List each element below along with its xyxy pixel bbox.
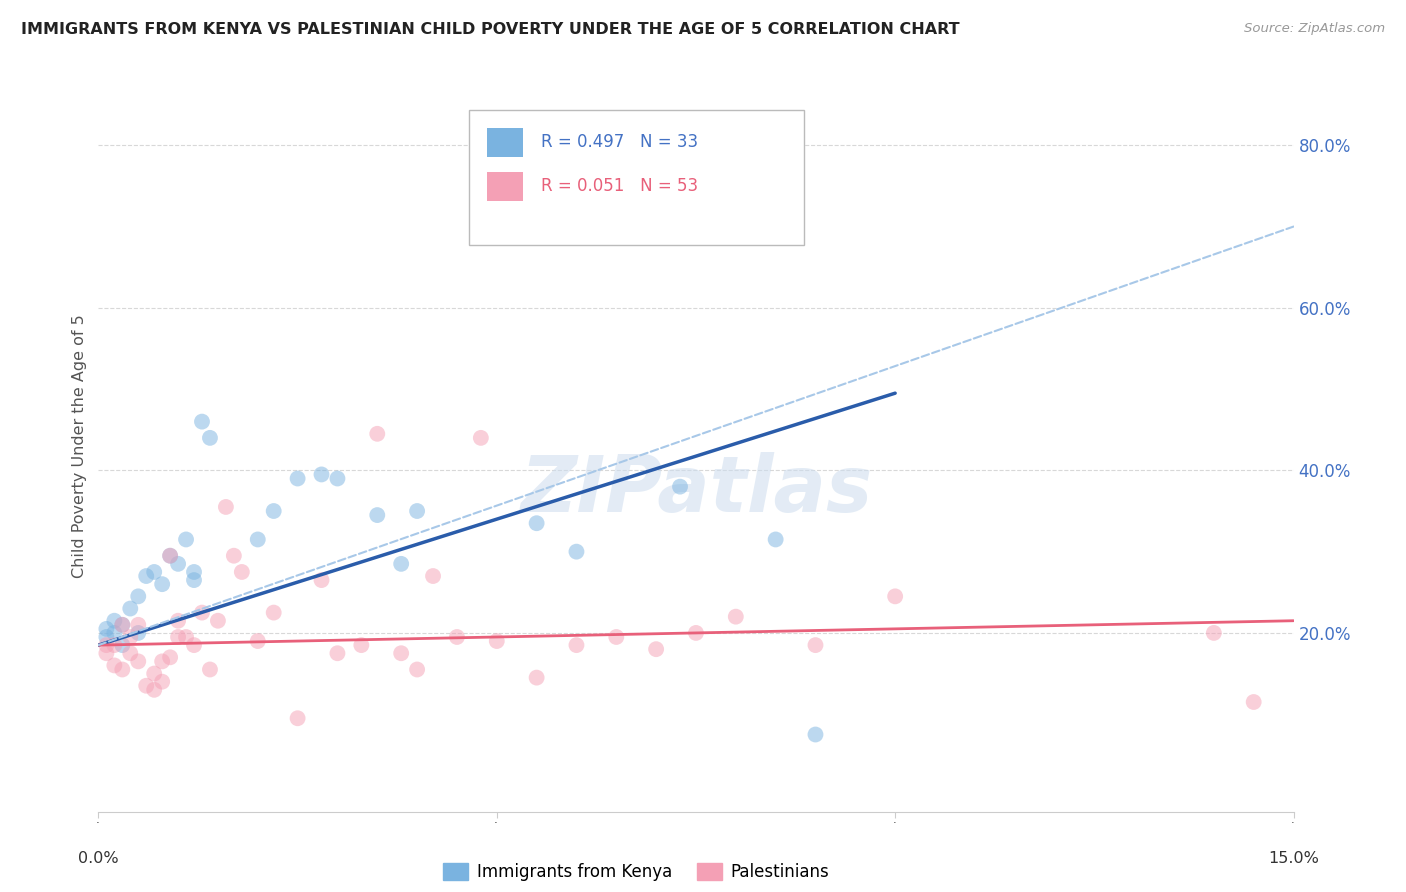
Point [111,617,134,632]
Point [174,630,197,644]
Point [804,638,827,652]
Point [669,480,692,494]
Point [326,471,349,485]
Point [311,467,333,482]
Point [120,646,142,660]
Point [135,569,157,583]
Point [96,630,118,644]
Point [143,682,166,697]
Point [159,549,181,563]
Point [198,431,221,445]
Point [215,500,238,514]
Point [207,614,229,628]
Point [191,415,214,429]
Point [167,630,190,644]
Point [191,606,214,620]
Point [150,674,173,689]
Point [605,630,627,644]
Point [127,654,149,668]
Point [183,638,205,652]
Point [120,630,142,644]
Point [111,638,134,652]
Point [103,658,125,673]
Point [263,606,285,620]
Point [263,504,285,518]
Point [485,634,508,648]
Text: IMMIGRANTS FROM KENYA VS PALESTINIAN CHILD POVERTY UNDER THE AGE OF 5 CORRELATIO: IMMIGRANTS FROM KENYA VS PALESTINIAN CHI… [21,22,960,37]
Point [96,622,118,636]
Point [231,565,253,579]
Point [103,638,125,652]
Point [159,650,181,665]
Point [565,544,588,558]
Text: ZIPatlas: ZIPatlas [520,452,872,528]
Point [150,654,173,668]
Point [103,626,125,640]
Text: R = 0.051   N = 53: R = 0.051 N = 53 [540,178,697,195]
Point [685,626,707,640]
Point [167,614,190,628]
Point [127,617,149,632]
Point [287,471,309,485]
Bar [486,171,523,201]
Point [1202,626,1225,640]
Point [406,504,429,518]
Point [350,638,373,652]
Point [135,679,157,693]
Point [446,630,468,644]
Text: R = 0.497   N = 33: R = 0.497 N = 33 [540,134,697,152]
Point [326,646,349,660]
Point [127,590,149,604]
Point [565,638,588,652]
Point [246,634,269,648]
Point [103,614,125,628]
Point [111,617,134,632]
Point [804,727,827,741]
Point [167,557,190,571]
Point [120,601,142,615]
Point [198,663,221,677]
Legend: Immigrants from Kenya, Palestinians: Immigrants from Kenya, Palestinians [437,856,835,888]
Point [96,646,118,660]
Point [111,663,134,677]
Point [150,577,173,591]
Point [311,573,333,587]
Point [422,569,444,583]
Point [765,533,787,547]
Point [143,666,166,681]
Point [287,711,309,725]
Point [406,663,429,677]
Y-axis label: Child Poverty Under the Age of 5: Child Poverty Under the Age of 5 [72,314,87,578]
Point [389,557,412,571]
Point [389,646,412,660]
Point [143,565,166,579]
Point [470,431,492,445]
Point [183,573,205,587]
Point [96,638,118,652]
Point [366,426,388,441]
Point [605,219,627,234]
Point [159,549,181,563]
Point [366,508,388,522]
Text: 0.0%: 0.0% [79,851,118,866]
Text: 15.0%: 15.0% [1268,851,1319,866]
Point [645,642,668,657]
Text: Source: ZipAtlas.com: Source: ZipAtlas.com [1244,22,1385,36]
Point [222,549,245,563]
Point [127,626,149,640]
Point [724,609,747,624]
Point [526,671,548,685]
Point [1243,695,1265,709]
Point [174,533,197,547]
Point [884,590,907,604]
Point [246,533,269,547]
Bar [486,128,523,157]
FancyBboxPatch shape [470,110,804,245]
Point [526,516,548,531]
Point [183,565,205,579]
